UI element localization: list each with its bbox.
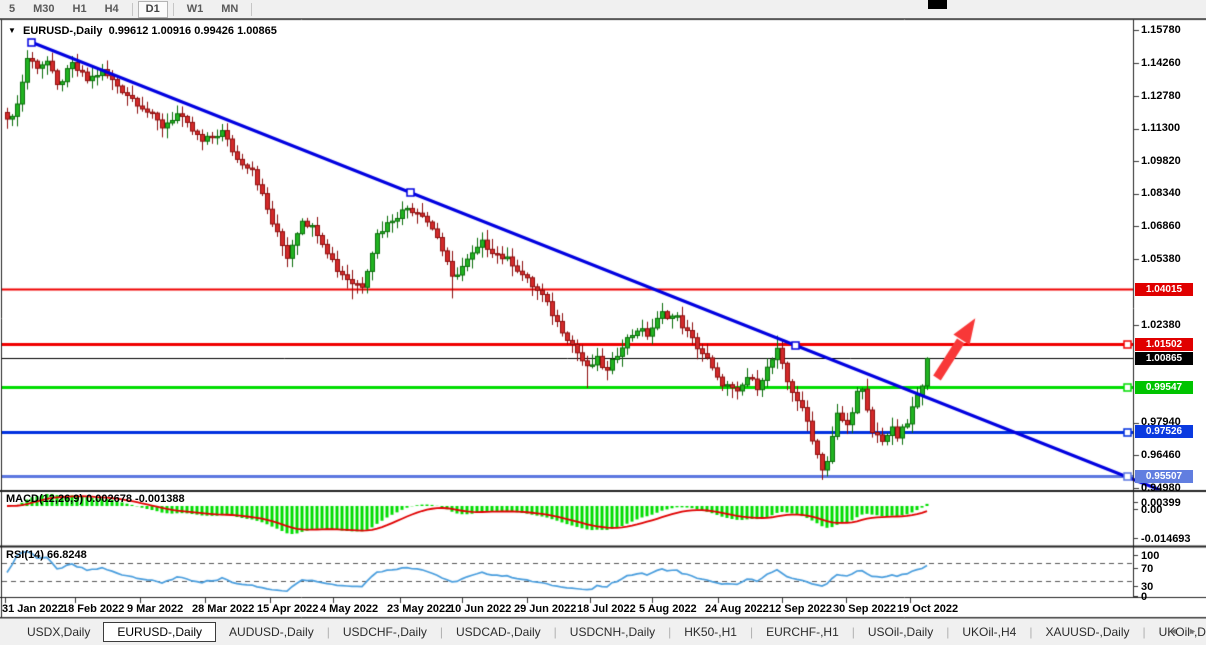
price-level-badge: 1.01502 bbox=[1135, 337, 1193, 351]
y-axis-tick: 0.96460 bbox=[1141, 448, 1181, 461]
y-axis-tick: 1.14260 bbox=[1141, 56, 1181, 69]
price-level-badge: 1.04015 bbox=[1135, 282, 1193, 296]
timeframe-button-h1[interactable]: H1 bbox=[72, 2, 87, 15]
rsi-axis-label: 0 bbox=[1141, 591, 1148, 603]
tab-separator: | bbox=[749, 625, 754, 639]
y-axis-tick: 1.15780 bbox=[1141, 23, 1181, 36]
rsi-axis-label: 70 bbox=[1141, 563, 1154, 575]
toolbar-separator bbox=[131, 2, 133, 16]
symbol-tab-usdcnh-daily[interactable]: USDCNH-,Daily bbox=[569, 625, 656, 639]
chart-title: ▼ EURUSD-,Daily 0.99612 1.00916 0.99426 … bbox=[8, 25, 277, 37]
y-axis-tick: 1.12780 bbox=[1141, 89, 1181, 102]
tab-scroll-arrows[interactable]: ◄ ► bbox=[1168, 626, 1201, 636]
timeframe-button-5[interactable]: 5 bbox=[9, 2, 16, 15]
macd-indicator-label: MACD(12,26,9) 0.002678 -0.001388 bbox=[6, 493, 185, 505]
collapse-triangle-icon[interactable]: ▼ bbox=[8, 26, 16, 35]
x-axis-date[interactable]: 24 Aug 2022 bbox=[705, 603, 769, 615]
rsi-axis-label: 100 bbox=[1141, 550, 1160, 562]
symbol-tab-eurusd-daily[interactable]: EURUSD-,Daily bbox=[103, 622, 217, 642]
toolbar-separator bbox=[172, 2, 174, 16]
tab-separator: | bbox=[326, 625, 330, 639]
price-level-badge: 0.97526 bbox=[1135, 425, 1193, 439]
timeframe-button-mn[interactable]: MN bbox=[221, 2, 239, 15]
price-level-badge: 0.99547 bbox=[1135, 380, 1193, 394]
timeframe-button-w1[interactable]: W1 bbox=[186, 2, 204, 15]
macd-axis-label: -0.014693 bbox=[1141, 533, 1191, 545]
timeframe-button-d1[interactable]: D1 bbox=[137, 0, 168, 18]
x-axis-date[interactable]: 12 Sep 2022 bbox=[769, 603, 832, 615]
chart-symbol-label: EURUSD-,Daily bbox=[22, 25, 103, 37]
timeframe-button-m30[interactable]: M30 bbox=[33, 2, 55, 15]
y-axis-tick: 1.02380 bbox=[1141, 318, 1181, 331]
symbol-tab-usdcad-daily[interactable]: USDCAD-,Daily bbox=[455, 625, 541, 639]
symbol-tab-ukoil-h4[interactable]: UKOil-,H4 bbox=[962, 625, 1017, 639]
macd-axis-label: 0.00 bbox=[1141, 504, 1163, 516]
x-axis-date[interactable]: 28 Mar 2022 bbox=[192, 603, 255, 615]
tab-separator: | bbox=[851, 625, 855, 639]
x-axis-date[interactable]: 15 Apr 2022 bbox=[257, 603, 319, 615]
symbol-tab-bar: USDX,Daily EURUSD-,Daily AUDUSD-,Daily | USD… bbox=[0, 618, 1206, 645]
symbol-tab-usoil-daily[interactable]: USOil-,Daily bbox=[867, 625, 934, 639]
x-axis-date[interactable]: 23 May 2022 bbox=[387, 603, 452, 615]
x-axis-date[interactable]: 29 Jun 2022 bbox=[514, 603, 577, 615]
symbol-tab-usdx-daily[interactable]: USDX,Daily bbox=[27, 625, 91, 639]
tab-separator: | bbox=[439, 625, 443, 639]
symbol-tab-xauusd-daily[interactable]: XAUUSD-,Daily bbox=[1045, 625, 1130, 639]
x-axis-date[interactable]: 30 Sep 2022 bbox=[833, 603, 896, 615]
x-axis-date[interactable]: 18 Feb 2022 bbox=[62, 603, 125, 615]
x-axis-date[interactable]: 19 Oct 2022 bbox=[897, 603, 959, 615]
y-axis-tick: 0.94980 bbox=[1141, 481, 1181, 494]
x-axis-date[interactable]: 4 May 2022 bbox=[320, 603, 379, 615]
quote-high: 1.00916 bbox=[151, 25, 192, 37]
x-axis-date[interactable]: 18 Jul 2022 bbox=[577, 603, 636, 615]
tab-separator: | bbox=[668, 625, 672, 639]
tab-separator: | bbox=[946, 625, 950, 639]
x-axis-date[interactable]: 9 Mar 2022 bbox=[127, 603, 184, 615]
symbol-tab-hk50-h1[interactable]: HK50-,H1 bbox=[684, 625, 737, 639]
symbol-tab-eurchf-h1[interactable]: EURCHF-,H1 bbox=[766, 625, 839, 639]
y-axis-tick: 1.06860 bbox=[1141, 219, 1181, 232]
tab-separator: | bbox=[1142, 625, 1146, 639]
rsi-axis-label: 30 bbox=[1141, 581, 1154, 593]
symbol-tab-audusd-daily[interactable]: AUDUSD-,Daily bbox=[229, 625, 314, 639]
timeframe-button-h4[interactable]: H4 bbox=[104, 2, 119, 15]
quote-close: 1.00865 bbox=[237, 25, 277, 37]
macd-axis-label: 0.00399 bbox=[1141, 497, 1181, 509]
x-axis-date[interactable]: 10 Jun 2022 bbox=[449, 603, 512, 615]
black-marker bbox=[928, 0, 947, 9]
symbol-tab-usdchf-daily[interactable]: USDCHF-,Daily bbox=[342, 625, 427, 639]
tab-separator: | bbox=[1029, 625, 1033, 639]
symbol-tab-ukoil-daily[interactable]: UKOil-,Daily bbox=[1158, 625, 1206, 639]
y-axis-tick: 1.05380 bbox=[1141, 252, 1181, 265]
y-axis-tick: 1.11300 bbox=[1141, 122, 1181, 135]
timeframe-toolbar: 5 M30 H1 H4 D1 W1 MN bbox=[0, 0, 1206, 19]
rsi-indicator-label: RSI(14) 66.8248 bbox=[6, 549, 87, 561]
toolbar-separator bbox=[251, 2, 253, 16]
current-price-badge: 1.00865 bbox=[1135, 351, 1193, 365]
y-axis-tick: 1.09820 bbox=[1141, 154, 1181, 167]
y-axis-tick: 1.08340 bbox=[1141, 187, 1181, 200]
price-level-badge: 0.95507 bbox=[1135, 469, 1193, 483]
quote-low: 0.99426 bbox=[194, 25, 234, 37]
quote-open: 0.99612 bbox=[108, 25, 149, 37]
tab-separator: | bbox=[553, 625, 557, 639]
y-axis-tick: 0.97940 bbox=[1141, 416, 1181, 429]
x-axis-date[interactable]: 5 Aug 2022 bbox=[639, 603, 697, 615]
x-axis-date[interactable]: 31 Jan 2022 bbox=[2, 603, 64, 615]
